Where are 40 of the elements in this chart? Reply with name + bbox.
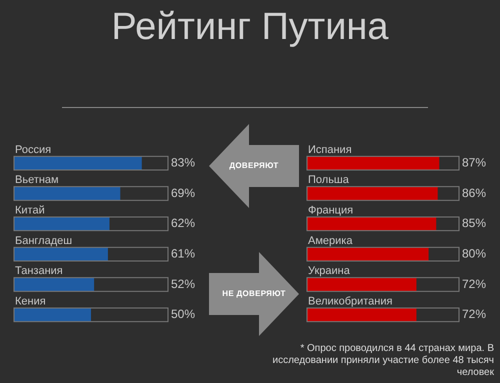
text: Рейтинг Путина (110, 6, 390, 49)
category-label: Великобритания (308, 296, 392, 308)
text: НЕ ДОВЕРЯЮТ (221, 289, 287, 298)
bar (14, 278, 94, 292)
category-label: Америка (308, 234, 352, 247)
bar (14, 156, 142, 170)
data-label: 87% (462, 155, 486, 170)
bar (307, 186, 438, 200)
bar (307, 278, 416, 292)
bar (14, 186, 120, 200)
bar (14, 308, 91, 322)
data-label: 85% (462, 216, 486, 230)
data-label: 50% (171, 307, 196, 322)
text: * Опрос проводился в 44 странах мира. В исследовании приняли участие более 48 тысяч человек (272, 343, 494, 379)
text: ДОВЕРЯЮТ (228, 161, 280, 170)
bar (14, 247, 108, 261)
data-label: 72% (462, 307, 486, 322)
data-label: 80% (462, 246, 486, 260)
data-label: 69% (171, 186, 196, 200)
category-label: Испания (308, 144, 352, 156)
category-label: Польша (308, 174, 349, 186)
category-label: Россия (15, 144, 52, 156)
category-label: Кения (15, 296, 46, 308)
bar (307, 217, 436, 231)
category-label: Вьетнам (15, 174, 59, 186)
bar (307, 308, 416, 322)
category-label: Франция (308, 204, 354, 217)
bar (307, 156, 440, 170)
data-label: 62% (171, 216, 196, 230)
category-label: Танзания (15, 265, 63, 278)
data-label: 83% (171, 155, 196, 170)
category-label: Китай (15, 204, 45, 217)
category-label: Украина (308, 265, 350, 278)
category-label: Бангладеш (15, 234, 72, 247)
bar (307, 247, 429, 261)
data-label: 72% (462, 276, 486, 291)
data-label: 61% (171, 246, 196, 260)
data-label: 86% (462, 186, 486, 200)
bar (14, 217, 110, 231)
data-label: 52% (171, 276, 196, 291)
